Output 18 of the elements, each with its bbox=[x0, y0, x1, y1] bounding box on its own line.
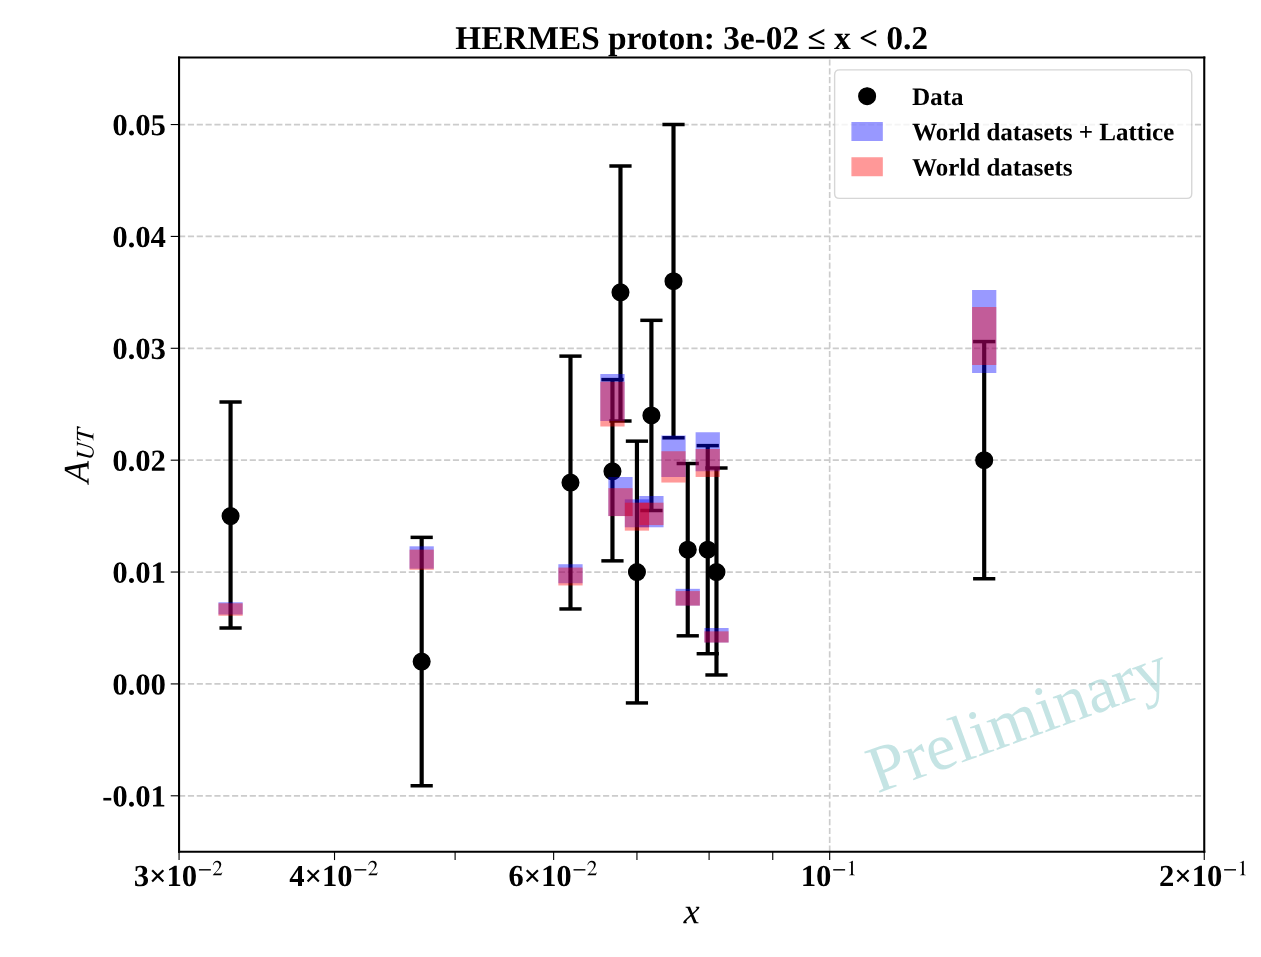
legend-label: World datasets + Lattice bbox=[912, 122, 1174, 141]
x-tick-label: 4×10$^{−2}$ bbox=[289, 860, 378, 887]
x-tick-label: 6×10$^{−2}$ bbox=[509, 860, 597, 887]
y-tick-label: 0.04 bbox=[113, 226, 166, 248]
y-tick-label: 0.02 bbox=[113, 450, 165, 472]
y-tick-label: 0.03 bbox=[113, 338, 165, 360]
x-tick-label: 2×10$^{−1}$ bbox=[1160, 860, 1246, 887]
chart-title: HERMES proton: 3e-02 ≤ x < 0.2 bbox=[455, 26, 927, 57]
legend-label: World datasets bbox=[912, 158, 1072, 176]
y-tick-label: 0.01 bbox=[113, 562, 165, 584]
x-tick-label: 10$^{−1}$ bbox=[803, 860, 855, 887]
y-tick-label: 0.05 bbox=[113, 114, 165, 136]
y-axis-title: A$_{UT}$ bbox=[64, 426, 94, 485]
y-tick-label: 0.00 bbox=[113, 674, 165, 695]
x-tick-label: 3×10$^{−2}$ bbox=[134, 860, 223, 887]
y-tick-label: -0.01 bbox=[103, 786, 165, 807]
x-axis-title: x bbox=[683, 906, 700, 924]
legend-label: Data bbox=[912, 88, 964, 106]
